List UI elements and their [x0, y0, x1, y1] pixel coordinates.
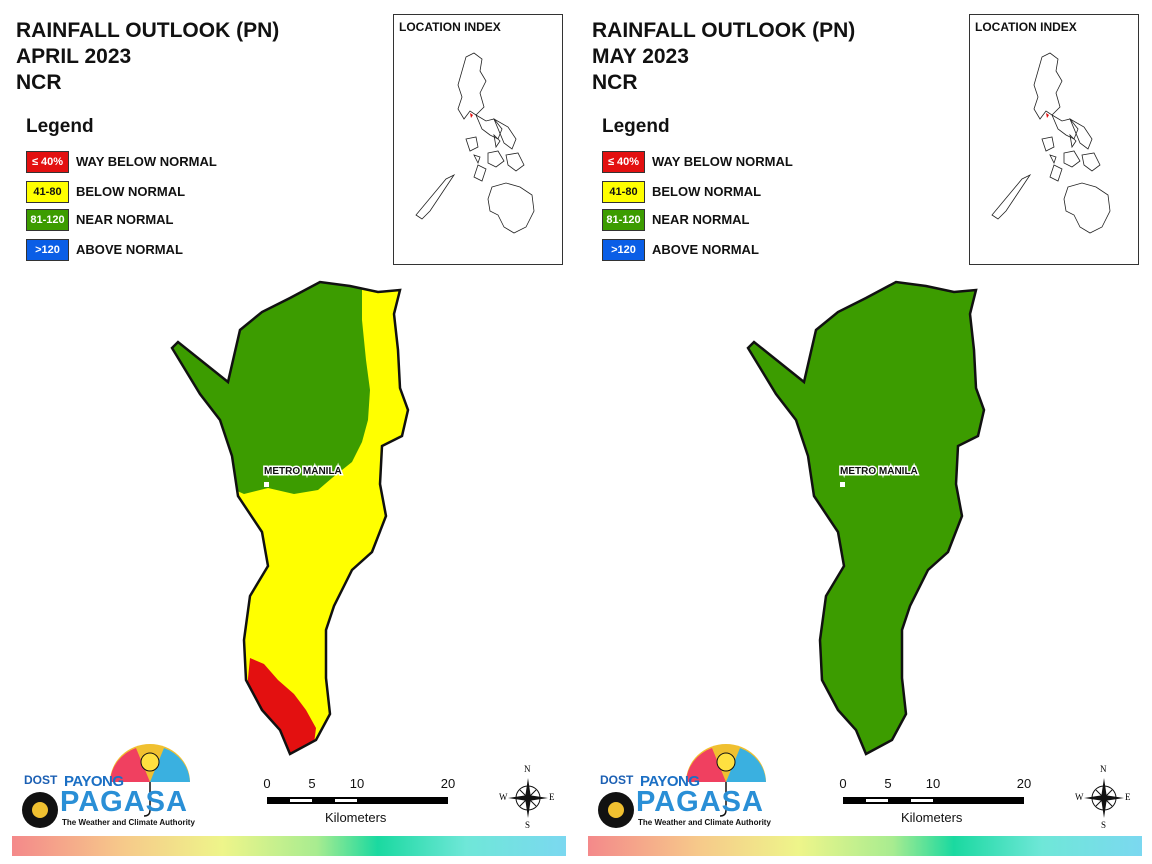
map-title: RAINFALL OUTLOOK (PN) MAY 2023 NCR: [592, 18, 855, 96]
scale-tick: 0: [839, 776, 847, 791]
metro-manila-marker-icon: [840, 482, 845, 487]
legend-label: NEAR NORMAL: [652, 212, 750, 227]
scale-tick: 20: [1016, 776, 1032, 791]
compass-w: W: [1075, 792, 1084, 802]
scale-tick: 20: [440, 776, 456, 791]
logo-tagline: The Weather and Climate Authority: [62, 818, 195, 827]
scale-tick: 5: [884, 776, 892, 791]
location-index-inset: LOCATION INDEX: [969, 14, 1139, 265]
legend-label: BELOW NORMAL: [652, 184, 762, 199]
footer-gradient-bar: [12, 836, 566, 856]
compass-rose-icon: [1084, 778, 1124, 818]
compass-e: E: [1125, 792, 1131, 802]
location-index-title: LOCATION INDEX: [399, 20, 501, 34]
city-label: METRO MANILA: [264, 466, 342, 477]
panel-april: RAINFALL OUTLOOK (PN) APRIL 2023 NCR Leg…: [12, 14, 566, 856]
scale-bar: 0 5 10 20 Kilometers: [836, 776, 1036, 836]
compass-e: E: [549, 792, 555, 802]
legend-swatch: >120: [26, 239, 69, 261]
legend-label: NEAR NORMAL: [76, 212, 174, 227]
compass-s: S: [1101, 820, 1107, 830]
logo-pagasa: PAGASA: [636, 786, 764, 818]
legend-label: BELOW NORMAL: [76, 184, 186, 199]
title-line-3: NCR: [16, 71, 62, 94]
logo-pagasa: PAGASA: [60, 786, 188, 818]
scale-tick: 10: [925, 776, 941, 791]
north-arrow: N S E W: [1075, 764, 1132, 830]
scale-tick: 5: [308, 776, 316, 791]
legend-title: Legend: [602, 116, 670, 137]
logo-payong: PAYONG: [640, 773, 700, 790]
location-index-inset: LOCATION INDEX: [393, 14, 563, 265]
legend-swatch: 41-80: [26, 181, 69, 203]
title-line-1: RAINFALL OUTLOOK (PN): [16, 19, 280, 42]
ncr-marker-icon: [470, 113, 473, 118]
ncr-rainfall-map: METRO MANILA: [746, 280, 986, 756]
legend-swatch: ≤ 40%: [602, 151, 645, 173]
near-normal-zone: [746, 280, 986, 756]
ncr-marker-icon: [1046, 113, 1049, 118]
logo-tagline: The Weather and Climate Authority: [638, 818, 771, 827]
title-line-2: APRIL 2023: [16, 45, 132, 68]
compass-s: S: [525, 820, 531, 830]
legend-label: ABOVE NORMAL: [652, 242, 759, 257]
ncr-boundary: [170, 280, 410, 756]
legend-swatch: ≤ 40%: [26, 151, 69, 173]
scale-unit-label: Kilometers: [901, 810, 963, 825]
compass-w: W: [499, 792, 508, 802]
pagasa-logo: DOST PAYONG PAGASA The Weather and Clima…: [590, 740, 771, 832]
ncr-rainfall-map: METRO MANILA: [170, 280, 410, 756]
philippines-locator-map: [991, 52, 1111, 234]
metro-manila-marker-icon: [264, 482, 269, 487]
logo-dost: DOST: [600, 773, 634, 787]
scale-unit-label: Kilometers: [325, 810, 387, 825]
title-line-1: RAINFALL OUTLOOK (PN): [592, 19, 856, 42]
map-title: RAINFALL OUTLOOK (PN) APRIL 2023 NCR: [16, 18, 279, 96]
legend-label: WAY BELOW NORMAL: [76, 154, 217, 169]
panel-may: RAINFALL OUTLOOK (PN) MAY 2023 NCR Legen…: [576, 0, 1152, 864]
title-line-2: MAY 2023: [592, 45, 689, 68]
compass-n: N: [524, 764, 531, 774]
compass-n: N: [1100, 764, 1107, 774]
pagasa-logo: DOST PAYONG PAGASA The Weather and Clima…: [14, 740, 195, 832]
footer-gradient-bar: [588, 836, 1142, 856]
title-line-3: NCR: [592, 71, 638, 94]
legend-swatch: 81-120: [602, 209, 645, 231]
location-index-title: LOCATION INDEX: [975, 20, 1077, 34]
legend-label: WAY BELOW NORMAL: [652, 154, 793, 169]
legend-swatch: 81-120: [26, 209, 69, 231]
legend-swatch: >120: [602, 239, 645, 261]
legend-label: ABOVE NORMAL: [76, 242, 183, 257]
compass-rose-icon: [508, 778, 548, 818]
umbrella-icon: [598, 744, 766, 828]
legend-title: Legend: [26, 116, 94, 137]
north-arrow: N S E W: [499, 764, 556, 830]
scale-tick: 0: [263, 776, 271, 791]
city-label: METRO MANILA: [840, 466, 918, 477]
philippines-locator-map: [415, 52, 535, 234]
logo-payong: PAYONG: [64, 773, 124, 790]
scale-bar: 0 5 10 20 Kilometers: [260, 776, 460, 836]
scale-tick: 10: [349, 776, 365, 791]
legend-swatch: 41-80: [602, 181, 645, 203]
umbrella-icon: [22, 744, 190, 828]
logo-dost: DOST: [24, 773, 58, 787]
